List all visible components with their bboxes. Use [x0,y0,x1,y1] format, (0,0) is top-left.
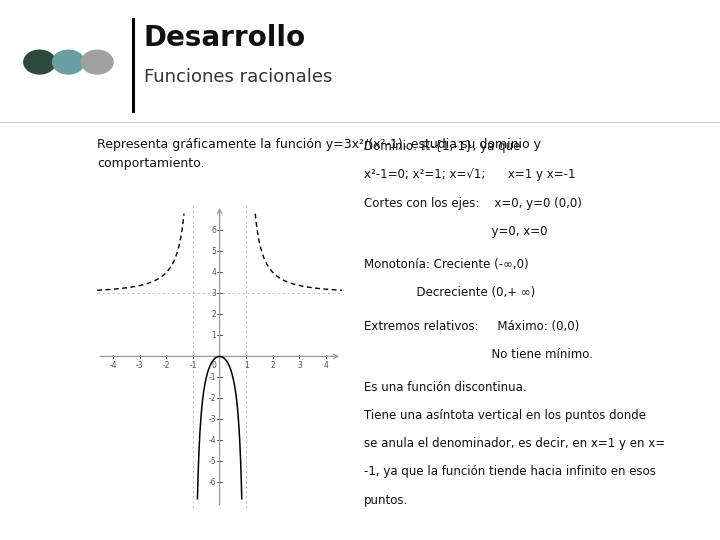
Text: -2: -2 [163,361,170,370]
Text: 4: 4 [323,361,328,370]
Text: 0: 0 [211,361,216,370]
Text: -1: -1 [209,373,216,382]
Text: -5: -5 [209,457,216,466]
Text: Decreciente (0,+ ∞): Decreciente (0,+ ∞) [364,286,535,299]
Text: Extremos relativos:     Máximo: (0,0): Extremos relativos: Máximo: (0,0) [364,320,579,333]
Text: se anula el denominador, es decir, en x=1 y en x=: se anula el denominador, es decir, en x=… [364,437,665,450]
Text: 1: 1 [244,361,248,370]
Text: Dominio: ℝ-{1,-1}, ya que: Dominio: ℝ-{1,-1}, ya que [364,140,520,153]
Text: 2: 2 [271,361,275,370]
Text: Funciones racionales: Funciones racionales [144,68,333,85]
Text: 5: 5 [211,247,216,256]
Text: -1: -1 [189,361,197,370]
Text: puntos.: puntos. [364,494,408,507]
Text: Cortes con los ejes:    x=0, y=0 (0,0): Cortes con los ejes: x=0, y=0 (0,0) [364,197,582,210]
Text: 4: 4 [211,268,216,277]
Text: 3: 3 [211,289,216,298]
Text: -4: -4 [209,436,216,445]
Text: Es una función discontinua.: Es una función discontinua. [364,381,526,394]
Text: 1: 1 [212,331,216,340]
Text: -3: -3 [136,361,143,370]
Text: Tiene una asíntota vertical en los puntos donde: Tiene una asíntota vertical en los punto… [364,409,646,422]
Text: Desarrollo: Desarrollo [144,24,306,52]
Text: -3: -3 [209,415,216,424]
Text: Representa gráficamente la función y=3x²/(x²-1), estudia su dominio y
comportami: Representa gráficamente la función y=3x²… [97,138,541,170]
Text: 2: 2 [212,310,216,319]
Text: x²-1=0; x²=1; x=√1;      x=1 y x=-1: x²-1=0; x²=1; x=√1; x=1 y x=-1 [364,168,575,181]
Text: -4: -4 [109,361,117,370]
Text: -1, ya que la función tiende hacia infinito en esos: -1, ya que la función tiende hacia infin… [364,465,655,478]
Text: -2: -2 [209,394,216,403]
Text: Monotonía: Creciente (-∞,0): Monotonía: Creciente (-∞,0) [364,258,528,271]
Text: y=0, x=0: y=0, x=0 [364,225,547,238]
Text: 6: 6 [211,226,216,235]
Text: No tiene mínimo.: No tiene mínimo. [364,348,593,361]
Text: -6: -6 [209,478,216,487]
Text: 3: 3 [297,361,302,370]
